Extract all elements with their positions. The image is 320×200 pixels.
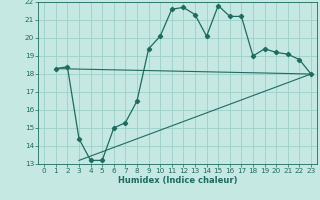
X-axis label: Humidex (Indice chaleur): Humidex (Indice chaleur) [118,176,237,185]
